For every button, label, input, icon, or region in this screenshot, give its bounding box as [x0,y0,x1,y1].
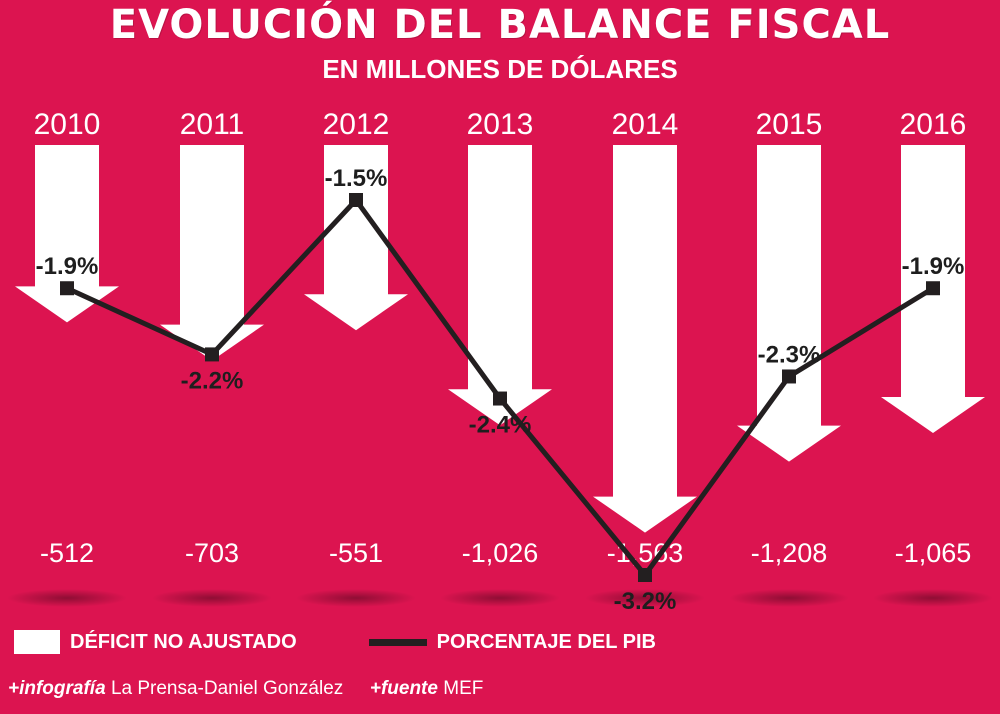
pib-point-2014 [638,568,652,582]
value-shadow [152,589,272,607]
deficit-value-2016: -1,065 [895,538,972,568]
value-shadow [729,589,849,607]
deficit-arrow-2011 [160,145,264,361]
deficit-value-2010: -512 [40,538,94,568]
pib-point-2015 [782,369,796,384]
deficit-arrow-2012 [304,145,408,331]
legend-label-pib: PORCENTAJE DEL PIB [436,630,656,653]
pib-label-2014: -3.2% [614,588,677,615]
deficit-arrow-2010 [15,145,119,323]
pib-label-2015: -2.3% [758,341,821,368]
credits: +infografía La Prensa-Daniel González +f… [8,678,483,700]
deficit-value-2013: -1,026 [462,538,539,568]
value-shadow [873,589,993,607]
deficit-arrow-2015 [737,145,841,462]
pib-point-2010 [60,281,74,296]
deficit-arrow-2014 [593,145,697,533]
legend-swatch-pib [368,638,427,646]
value-shadow [296,589,416,607]
legend-swatch-deficit [14,630,60,654]
credits-fuente-value: MEF [443,678,484,699]
year-label-2014: 2014 [612,108,679,141]
year-label-2011: 2011 [180,108,245,141]
year-label-2010: 2010 [34,108,101,141]
credits-infografia-value: La Prensa-Daniel González [110,678,344,699]
pib-label-2013: -2.4% [469,412,532,439]
pib-point-2012 [349,193,363,207]
year-label-2013: 2013 [467,108,534,141]
year-label-2016: 2016 [900,108,967,141]
pib-label-2016: -1.9% [902,253,965,280]
pib-point-2011 [205,347,219,362]
deficit-value-2012: -551 [329,538,383,568]
chart-subtitle: EN MILLONES DE DÓLARES [322,54,678,84]
pib-label-2010: -1.9% [36,253,99,280]
pib-point-2013 [493,391,507,406]
pib-label-2012: -1.5% [325,165,388,192]
deficit-arrow-2013 [448,145,552,426]
chart-title: EVOLUCIÓN DEL BALANCE FISCAL [109,2,891,48]
pib-label-2011: -2.2% [181,367,244,394]
legend: DÉFICIT NO AJUSTADO PORCENTAJE DEL PIB [14,628,656,656]
year-label-2012: 2012 [323,108,390,141]
deficit-value-2015: -1,208 [751,538,828,568]
year-label-2015: 2015 [756,108,823,141]
credits-infografia-label: +infografía [8,678,106,699]
value-shadow [7,589,127,607]
value-shadow [585,589,705,607]
credits-fuente-label: +fuente [369,678,438,699]
deficit-value-2011: -703 [185,538,239,568]
value-shadow [440,589,560,607]
legend-label-deficit: DÉFICIT NO AJUSTADO [70,630,297,653]
pib-point-2016 [926,281,940,296]
